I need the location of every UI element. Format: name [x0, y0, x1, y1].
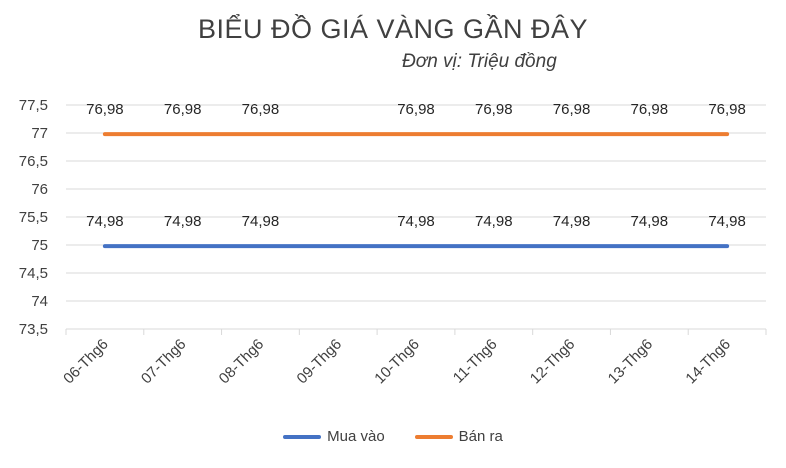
y-tick-label: 77,5	[19, 97, 48, 114]
y-tick-label: 74	[31, 293, 48, 310]
legend-label-mua-vao: Mua vào	[327, 428, 385, 445]
x-tick-label: 09-Thg6	[294, 336, 346, 388]
data-label: 74,98	[164, 213, 202, 230]
legend-swatch-mua-vao	[283, 434, 322, 439]
x-tick-label: 14-Thg6	[682, 336, 734, 388]
data-label: 76,98	[397, 101, 435, 118]
y-tick-label: 77	[31, 125, 48, 142]
y-tick-label: 73,5	[19, 321, 48, 338]
chart-title: BIỂU ĐỒ GIÁ VÀNG GẦN ĐÂY	[197, 14, 589, 44]
data-label: 76,98	[164, 101, 202, 118]
legend: Mua vào Bán ra	[0, 428, 786, 445]
data-label: 74,98	[86, 213, 124, 230]
data-label: 76,98	[708, 101, 746, 118]
data-label: 76,98	[242, 101, 280, 118]
legend-label-ban-ra: Bán ra	[458, 428, 503, 445]
legend-item-ban-ra: Bán ra	[414, 428, 503, 445]
x-tick-label: 08-Thg6	[216, 336, 268, 388]
legend-item-mua-vao: Mua vào	[283, 428, 385, 445]
data-label: 74,98	[708, 213, 746, 230]
data-label: 74,98	[475, 213, 513, 230]
y-tick-label: 76,5	[19, 153, 48, 170]
data-label: 74,98	[631, 213, 669, 230]
data-label: 76,98	[631, 101, 669, 118]
data-label: 74,98	[397, 213, 435, 230]
x-tick-label: 12-Thg6	[527, 336, 579, 388]
data-label: 76,98	[475, 101, 513, 118]
y-tick-label: 75	[31, 237, 48, 254]
x-tick-label: 07-Thg6	[138, 336, 190, 388]
x-tick-label: 11-Thg6	[450, 336, 501, 387]
y-tick-label: 75,5	[19, 209, 48, 226]
data-label: 76,98	[553, 101, 591, 118]
y-tick-label: 76	[31, 181, 48, 198]
x-tick-label: 06-Thg6	[60, 336, 112, 388]
chart-subtitle: Đơn vị: Triệu đồng	[402, 51, 557, 72]
data-label: 74,98	[553, 213, 591, 230]
legend-swatch-ban-ra	[414, 434, 453, 439]
x-tick-label: 10-Thg6	[371, 336, 423, 388]
x-tick-label: 13-Thg6	[605, 336, 657, 388]
data-label: 76,98	[86, 101, 124, 118]
data-label: 74,98	[242, 213, 280, 230]
y-tick-label: 74,5	[19, 265, 48, 282]
